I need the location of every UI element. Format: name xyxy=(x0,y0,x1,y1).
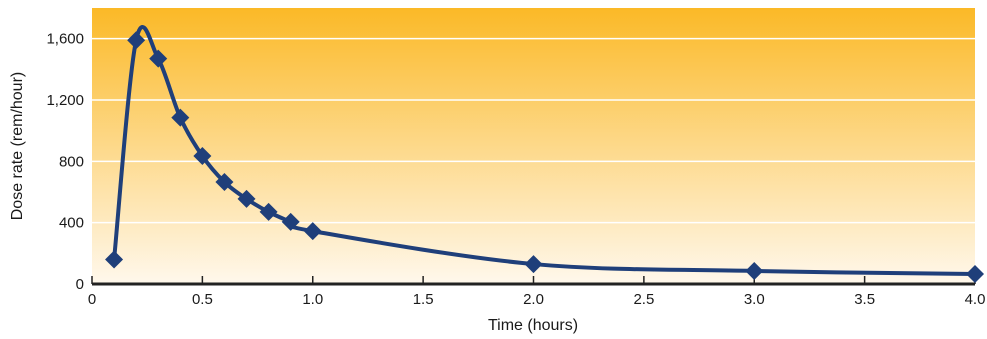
x-tick-label-7: 3.5 xyxy=(854,291,875,308)
x-ticks: 0 0.5 1.0 1.5 2.0 2.5 3.0 3.5 4.0 xyxy=(88,276,986,308)
series-0-point-7 xyxy=(259,202,278,221)
y-tick-label-2: 800 xyxy=(59,153,84,170)
series-0-point-3 xyxy=(171,108,190,127)
y-tick-label-1: 400 xyxy=(59,215,84,232)
x-tick-label-5: 2.5 xyxy=(633,291,654,308)
series-0-point-9 xyxy=(303,222,322,241)
series-0-point-4 xyxy=(193,146,212,165)
series xyxy=(105,24,984,284)
y-ticks: 0 400 800 1,200 1,600 xyxy=(46,31,84,293)
y-tick-label-4: 1,600 xyxy=(46,31,84,48)
series-0-point-0 xyxy=(105,250,124,269)
series-0-point-1 xyxy=(127,31,146,50)
x-tick-label-0: 0 xyxy=(88,291,96,308)
plot-background xyxy=(92,8,975,284)
series-0-point-12 xyxy=(966,265,984,284)
y-tick-label-3: 1,200 xyxy=(46,92,84,109)
y-axis-title: Dose rate (rem/hour) xyxy=(9,72,26,221)
y-tick-label-0: 0 xyxy=(76,276,84,293)
series-0-line xyxy=(112,24,977,277)
x-tick-label-3: 1.5 xyxy=(413,291,434,308)
x-tick-label-6: 3.0 xyxy=(744,291,765,308)
x-tick-label-1: 0.5 xyxy=(192,291,213,308)
series-0-point-2 xyxy=(149,49,168,68)
series-0-point-8 xyxy=(281,212,300,231)
series-0-point-10 xyxy=(524,255,543,274)
x-tick-label-4: 2.0 xyxy=(523,291,544,308)
series-0-point-6 xyxy=(237,189,256,208)
series-0-point-11 xyxy=(745,261,764,280)
series-0-point-5 xyxy=(215,173,234,192)
x-tick-label-2: 1.0 xyxy=(302,291,323,308)
x-axis-title: Time (hours) xyxy=(488,317,578,334)
x-tick-label-8: 4.0 xyxy=(965,291,986,308)
grid-lines xyxy=(92,37,975,224)
